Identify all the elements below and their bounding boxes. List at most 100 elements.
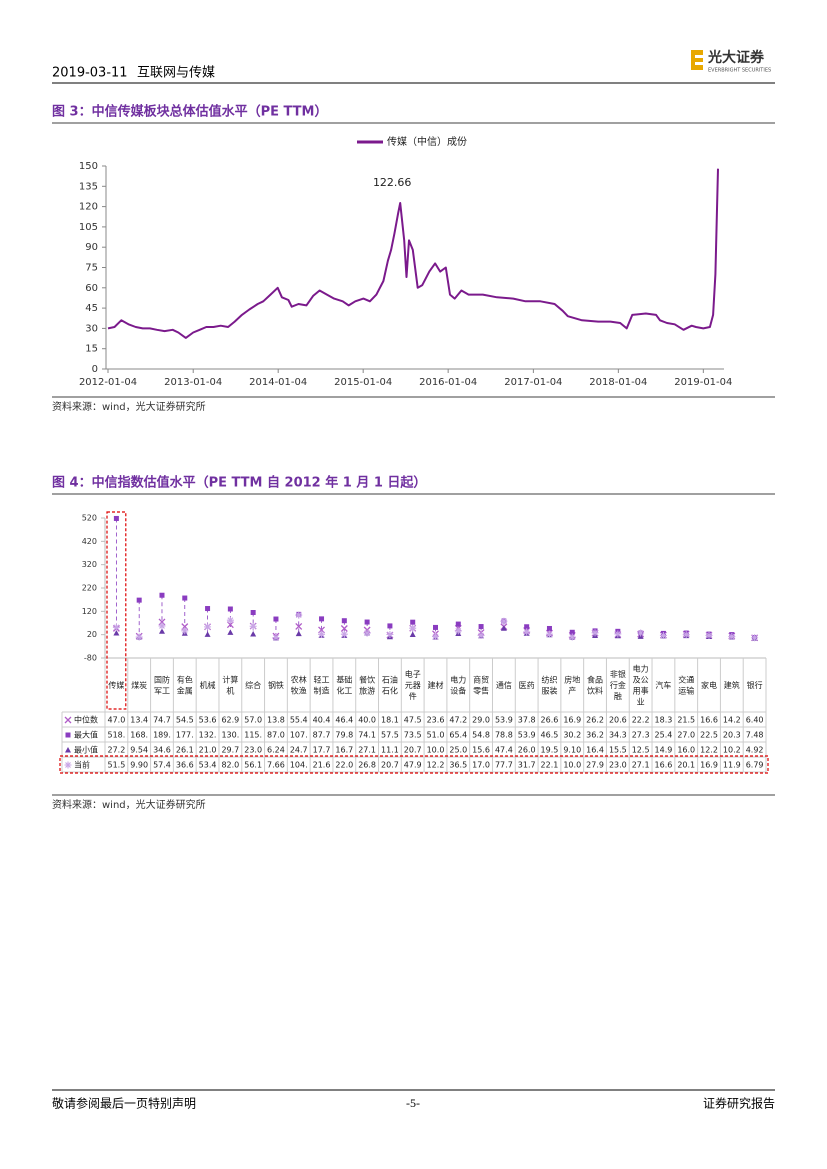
x-tick-label: 2016-01-04 — [419, 377, 477, 388]
table-value: 77.7 — [495, 761, 513, 770]
min-marker — [204, 631, 211, 637]
table-value: 22.1 — [541, 761, 559, 770]
max-marker — [341, 618, 347, 624]
table-value: 11.1 — [381, 746, 399, 755]
table-value: 34.6 — [153, 746, 171, 755]
table-value: 18.1 — [381, 716, 399, 725]
y-tick-label: 150 — [79, 161, 98, 172]
table-value: 23.6 — [427, 716, 445, 725]
table-value: 20.7 — [404, 746, 422, 755]
category-label: 农林牧渔 — [291, 674, 307, 695]
table-value: 26.6 — [541, 716, 559, 725]
max-marker — [227, 606, 233, 612]
current-marker — [705, 631, 713, 639]
table-value: 9.90 — [130, 761, 148, 770]
category-label: 电力及公用事业 — [633, 663, 649, 706]
table-value: 17.0 — [472, 761, 490, 770]
table-value: 16.7 — [335, 746, 353, 755]
current-marker — [568, 633, 576, 641]
x-tick-label: 2014-01-04 — [249, 377, 307, 388]
table-value: 31.7 — [518, 761, 536, 770]
y-tick-label: 0 — [92, 364, 98, 375]
table-value: 74.1 — [358, 731, 376, 740]
table-value: 53.6 — [199, 716, 217, 725]
table-value: 27.0 — [677, 731, 695, 740]
y-tick-label: 30 — [85, 323, 98, 334]
current-marker — [523, 628, 531, 636]
table-value: 168. — [130, 731, 148, 740]
table-value: 36.6 — [176, 761, 194, 770]
y-tick-label: 90 — [85, 242, 98, 253]
figure-source: 资料来源：wind，光大证券研究所 — [52, 400, 206, 413]
max-marker — [433, 624, 438, 630]
series-line — [107, 168, 719, 339]
max-marker — [455, 621, 461, 627]
category-label: 石油石化 — [382, 674, 398, 695]
table-value: 54.8 — [472, 731, 490, 740]
table-value: 87.0 — [267, 731, 285, 740]
table-value: 82.0 — [221, 761, 239, 770]
current-marker — [591, 629, 599, 637]
x-tick-label: 2017-01-04 — [504, 377, 562, 388]
max-marker — [250, 610, 256, 615]
table-value: 6.24 — [267, 746, 285, 755]
logo-text: 光大证券 — [707, 49, 765, 66]
x-tick-label: 2015-01-04 — [334, 377, 392, 388]
logo-mark-cut — [695, 62, 703, 65]
figure-title: 图 4：中信指数估值水平（PE TTM 自 2012 年 1 月 1 日起） — [52, 475, 426, 491]
row-header: 最大值 — [74, 730, 98, 740]
category-label: 基础化工 — [336, 674, 352, 695]
table-value: 26.8 — [358, 761, 376, 770]
current-marker — [545, 630, 553, 638]
table-value: 27.3 — [632, 731, 650, 740]
max-marker — [205, 606, 211, 612]
current-marker — [614, 630, 622, 638]
table-value: 22.0 — [335, 761, 353, 770]
category-label: 综合 — [245, 680, 261, 690]
category-label: 煤炭 — [131, 680, 147, 690]
table-value: 21.6 — [313, 761, 331, 770]
table-value: 47.0 — [107, 716, 125, 725]
table-value: 29.0 — [472, 716, 490, 725]
max-marker — [569, 629, 575, 635]
y-tick-label: 120 — [79, 202, 98, 213]
min-marker — [500, 625, 507, 631]
category-label: 餐饮旅游 — [359, 674, 375, 695]
table-value: 53.9 — [518, 731, 536, 740]
logo-mark — [691, 50, 703, 70]
category-label: 有色金属 — [177, 674, 193, 695]
table-value: 54.5 — [176, 716, 194, 725]
min-marker — [113, 629, 120, 636]
min-marker — [227, 629, 234, 635]
table-value: 16.9 — [563, 716, 581, 725]
table-value: 20.6 — [609, 716, 627, 725]
current-marker — [318, 630, 326, 638]
category-label: 交通运输 — [678, 674, 694, 695]
table-value: 23.0 — [609, 761, 627, 770]
category-label: 银行 — [747, 680, 763, 690]
table-value: 51.0 — [427, 731, 445, 740]
x-tick-label: 2013-01-04 — [164, 377, 222, 388]
table-value: 57.5 — [381, 731, 399, 740]
current-marker — [728, 633, 736, 641]
footer-left: 敬请参阅最后一页特别声明 — [52, 1096, 196, 1111]
table-value: 25.4 — [655, 731, 673, 740]
table-value: 47.5 — [404, 716, 422, 725]
table-value: 15.5 — [609, 746, 627, 755]
table-value: 132. — [199, 731, 217, 740]
table-value: 47.4 — [495, 746, 513, 755]
logo-mark-cut — [695, 55, 703, 58]
y-tick-label: 220 — [82, 584, 97, 593]
figure-source: 资料来源：wind，光大证券研究所 — [52, 798, 206, 811]
current-marker — [272, 634, 280, 642]
table-value: 6.40 — [746, 716, 764, 725]
footer-right: 证券研究报告 — [703, 1096, 775, 1111]
current-marker — [249, 622, 257, 630]
legend-label: 传媒（中信）成份 — [387, 135, 467, 148]
y-tick-label: 520 — [82, 514, 97, 523]
max-marker — [478, 624, 484, 630]
table-value: 189. — [153, 731, 171, 740]
table-value: 20.7 — [381, 761, 399, 770]
current-marker — [135, 633, 143, 641]
table-value: 27.9 — [586, 761, 604, 770]
